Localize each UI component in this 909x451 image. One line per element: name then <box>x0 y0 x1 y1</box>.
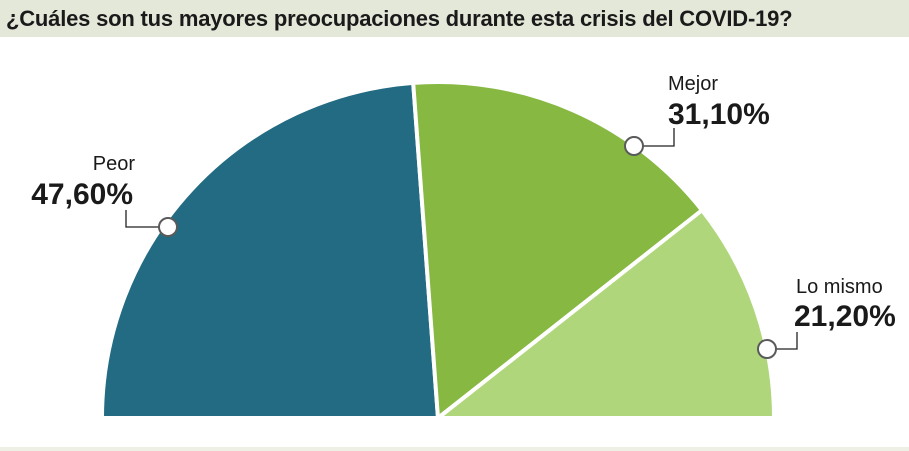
title-bar: ¿Cuáles son tus mayores preocupaciones d… <box>0 0 909 37</box>
slice-lo-mismo <box>436 208 776 420</box>
label-mejor: Mejor <box>668 73 718 95</box>
leader-line-peor <box>125 210 168 228</box>
slice-peor <box>100 80 440 420</box>
label-peor: Peor <box>93 153 136 175</box>
leader-line-mejor <box>634 128 675 147</box>
bottom-divider <box>0 447 909 451</box>
marker-peor <box>158 217 178 237</box>
chart-title: ¿Cuáles son tus mayores preocupaciones d… <box>6 6 793 31</box>
slices <box>100 80 776 420</box>
label-lo-mismo: Lo mismo <box>796 276 883 298</box>
marker-lo-mismo <box>757 339 777 359</box>
value-mejor: 31,10% <box>668 98 770 131</box>
slice-mejor <box>411 80 705 420</box>
value-lo-mismo: 21,20% <box>794 300 896 333</box>
value-peor: 47,60% <box>31 178 133 211</box>
marker-mejor <box>624 136 644 156</box>
